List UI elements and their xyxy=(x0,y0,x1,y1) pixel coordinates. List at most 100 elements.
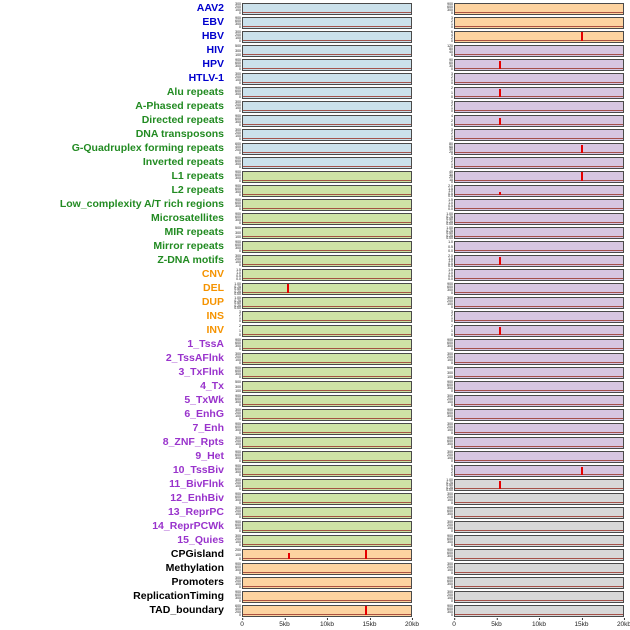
column-gap xyxy=(412,464,440,478)
y-tick-label: 900 xyxy=(235,338,241,342)
y-tick-label: 600 xyxy=(235,117,241,122)
signal-trace xyxy=(243,26,411,28)
left-track-panel xyxy=(242,198,412,212)
track-label: AAV2 xyxy=(196,2,224,14)
y-tick-label: 0.0 xyxy=(448,207,453,212)
track-label: Inverted repeats xyxy=(142,156,224,168)
y-tick-label: 300 xyxy=(235,568,241,573)
y-tick-label: 900 xyxy=(235,114,241,118)
signal-trace xyxy=(243,558,411,560)
left-track-panel xyxy=(242,184,412,198)
y-tick-label: 100 xyxy=(235,552,241,557)
x-tick-label: 20kb xyxy=(616,618,630,628)
signal-spike xyxy=(498,480,501,490)
y-tick-label: 1.0 xyxy=(448,240,453,244)
y-tick-label: 0 xyxy=(451,95,453,100)
signal-trace xyxy=(243,320,411,322)
x-tick-label: 0 xyxy=(240,618,244,628)
y-tick-label: 200 xyxy=(447,523,453,528)
y-tick-label: 600 xyxy=(447,607,453,612)
track-row: AAV2 300 200 100 0 900 600 300 0 xyxy=(0,2,630,16)
y-tick-label: 100 xyxy=(447,498,453,503)
track-label: 4_Tx xyxy=(200,380,224,392)
y-tick-label: 300 xyxy=(235,506,241,510)
y-tick-label: 900 xyxy=(235,520,241,524)
right-track-panel xyxy=(454,492,624,506)
right-track-panel xyxy=(454,506,624,520)
left-track-panel xyxy=(242,534,412,548)
y-tick-label: 60 xyxy=(449,144,453,149)
track-label: INS xyxy=(206,310,224,322)
y-tick-label: 100 xyxy=(235,389,241,394)
y-tick-label: 2 xyxy=(451,118,453,123)
y-tick-label: 900 xyxy=(447,2,453,6)
signal-trace xyxy=(243,138,411,140)
y-tick-label: 0.50 xyxy=(446,217,453,222)
y-tick-label: 300 xyxy=(235,72,241,76)
column-gap xyxy=(412,352,440,366)
left-y-ticks: 900 600 300 0 xyxy=(228,366,242,380)
right-track-panel xyxy=(454,184,624,198)
signal-trace xyxy=(243,390,411,392)
right-y-ticks: 900 600 300 0 xyxy=(440,436,454,450)
y-tick-label: 0 xyxy=(451,333,453,338)
right-track-panel xyxy=(454,268,624,282)
right-y-ticks: 300 200 100 0 xyxy=(440,296,454,310)
track-label: HPV xyxy=(202,58,224,70)
y-tick-label: 2 xyxy=(451,313,453,318)
signal-trace xyxy=(243,12,411,14)
signal-trace xyxy=(243,124,411,126)
track-label: INV xyxy=(206,324,224,336)
right-track-panel xyxy=(454,422,624,436)
y-tick-label: 600 xyxy=(235,467,241,472)
signal-trace xyxy=(455,502,623,504)
y-tick-label: 600 xyxy=(235,523,241,528)
left-y-ticks: 500 300 100 xyxy=(228,380,242,394)
track-row: MIR repeats 500 300 100 1.00 0.75 0.50 0.25 0.… xyxy=(0,226,630,240)
column-gap xyxy=(412,338,440,352)
y-tick-label: 200 xyxy=(235,548,241,552)
y-tick-label: 200 xyxy=(235,537,241,542)
y-tick-label: 900 xyxy=(235,198,241,202)
left-y-ticks: 300 200 100 0 xyxy=(228,30,242,44)
signal-trace xyxy=(243,488,411,490)
signal-trace xyxy=(455,614,623,616)
signal-spike xyxy=(499,117,502,126)
x-tick-label: 15kb xyxy=(574,618,589,628)
left-track-panel xyxy=(242,520,412,534)
y-tick-label: 900 xyxy=(447,436,453,440)
y-tick-label: 100 xyxy=(447,358,453,363)
y-tick-label: 3 xyxy=(451,16,453,20)
right-track-panel xyxy=(454,72,624,86)
left-y-ticks: 600 400 200 0 xyxy=(228,142,242,156)
signal-trace xyxy=(243,278,411,280)
y-tick-label: 900 xyxy=(447,282,453,286)
column-gap xyxy=(412,394,440,408)
signal-trace xyxy=(455,236,623,238)
y-tick-label: 0.00 xyxy=(234,292,241,296)
x-axis-spacer xyxy=(0,618,242,630)
left-y-ticks: 300 200 100 0 xyxy=(228,534,242,548)
signal-spike xyxy=(498,60,501,70)
right-track-panel xyxy=(454,114,624,128)
y-tick-label: 0 xyxy=(239,11,241,16)
track-label: Methylation xyxy=(165,562,224,574)
y-tick-label: 600 xyxy=(447,439,453,444)
y-tick-label: 0.50 xyxy=(234,301,241,306)
left-track-panel xyxy=(242,562,412,576)
right-y-ticks: 300 200 100 0 xyxy=(440,422,454,436)
track-row: 5_TxWk 900 600 300 0 300 200 100 0 xyxy=(0,394,630,408)
y-tick-label: 200 xyxy=(235,355,241,360)
y-tick-label: 80 xyxy=(449,47,453,52)
signal-trace xyxy=(455,222,623,224)
track-label: HIV xyxy=(206,44,224,56)
left-track-panel xyxy=(242,254,412,268)
column-gap xyxy=(412,520,440,534)
signal-spike xyxy=(498,326,501,336)
y-tick-label: 600 xyxy=(235,604,241,608)
left-y-ticks: 900 600 300 0 xyxy=(228,562,242,576)
y-tick-label: 0 xyxy=(451,473,453,478)
